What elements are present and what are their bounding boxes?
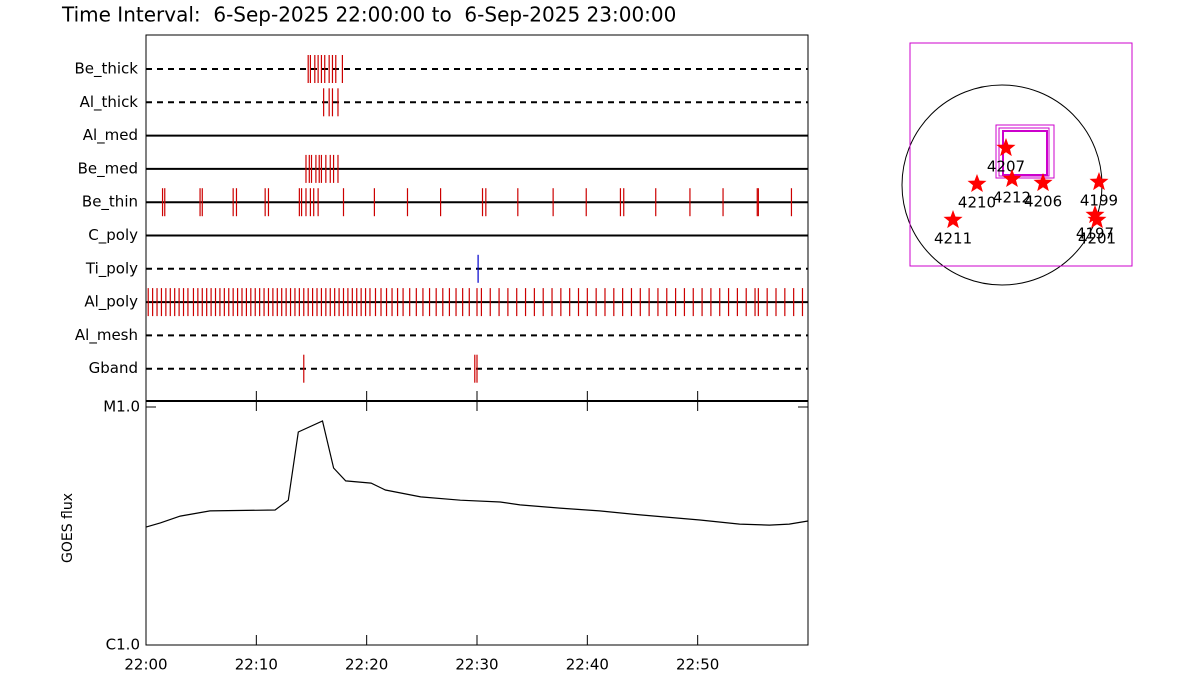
x-tick-label: 22:10	[235, 656, 278, 674]
y-tick-label: M1.0	[103, 398, 140, 416]
x-tick-label: 22:40	[566, 656, 609, 674]
solar-limb	[901, 84, 1103, 286]
x-tick-label: 22:50	[676, 656, 719, 674]
region-label: 4211	[934, 230, 972, 248]
filter-label: C_poly	[88, 226, 138, 245]
region-label: 4197	[1076, 225, 1114, 243]
region-star	[943, 210, 963, 229]
filter-label: Be_thin	[82, 193, 138, 212]
region-star	[967, 174, 987, 192]
region-label: 4212	[993, 188, 1031, 206]
filter-label: Be_med	[78, 159, 138, 178]
region-star	[1087, 210, 1107, 229]
region-star	[1033, 173, 1053, 192]
fov-box	[909, 42, 1133, 267]
y-tick-label: C1.0	[106, 636, 140, 654]
chart-title: Time Interval: 6-Sep-2025 22:00:00 to 6-…	[61, 3, 676, 27]
region-label: 4207	[987, 158, 1025, 176]
y-axis-label: GOES flux	[60, 493, 76, 563]
region-label: 4206	[1024, 193, 1062, 211]
filter-label: Gband	[89, 359, 138, 377]
region-star	[996, 138, 1016, 157]
region-label: 4199	[1080, 191, 1118, 209]
filter-label: Al_med	[83, 126, 138, 145]
region-label: 4210	[958, 193, 996, 211]
region-star	[1085, 205, 1105, 224]
fov-box	[995, 124, 1055, 179]
region-label: 4201	[1078, 230, 1116, 248]
x-tick-label: 22:30	[455, 656, 498, 674]
plot-frame	[145, 34, 809, 646]
goes-line	[145, 420, 809, 528]
filter-label: Al_poly	[84, 293, 138, 312]
filter-label: Al_thick	[80, 93, 139, 112]
x-tick-label: 22:20	[345, 656, 388, 674]
filter-label: Al_mesh	[75, 326, 138, 345]
region-star	[1002, 169, 1022, 187]
region-star	[1089, 172, 1109, 191]
x-tick-label: 22:00	[124, 656, 167, 674]
filter-label: Be_thick	[74, 60, 138, 79]
filter-label: Ti_poly	[85, 259, 138, 278]
